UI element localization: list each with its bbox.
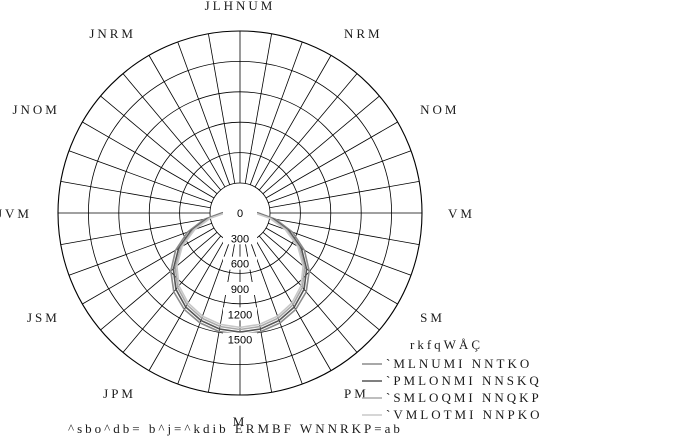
tick-bg [223, 332, 257, 346]
grid-spoke [82, 227, 215, 305]
angle-label: JNRM [89, 26, 136, 41]
angle-label: SM [420, 310, 445, 325]
tick-bg [223, 307, 257, 321]
grid-spoke [265, 121, 398, 199]
radial-tick-label: 1500 [228, 335, 252, 347]
grid-spoke [249, 41, 303, 185]
grid-spoke [68, 150, 212, 204]
legend-item-label: `PMLONMI NNSKQ [386, 373, 542, 388]
radial-tick-label: 300 [231, 233, 249, 245]
radial-tick-labels: 0 300 600 900 1200 1500 [223, 206, 257, 347]
grid-spoke [244, 33, 272, 184]
angle-label: VM [448, 206, 475, 221]
tick-bg [223, 256, 257, 270]
grid-spoke [269, 217, 420, 245]
grid-spoke [100, 95, 218, 195]
grid-spoke [262, 95, 380, 195]
grid-spoke [122, 235, 222, 353]
legend-item-label: `MLNUMI NNTKO [386, 356, 532, 371]
legend-title: rkfqWÅÇ [410, 337, 483, 352]
grid-spoke [268, 150, 412, 204]
grid-spoke [249, 241, 303, 385]
legend: rkfqWÅÇ `MLNUMI NNTKO `PMLONMI NNSKQ `SMLO… [362, 337, 542, 422]
angle-label: JVM [0, 206, 32, 221]
grid-spoke [148, 55, 226, 188]
legend-item-label: `SMLOQMI NNQKP [386, 390, 542, 405]
grid-spoke [258, 235, 358, 353]
grid-spoke [60, 217, 211, 245]
grid-spoke [60, 181, 211, 209]
tick-bg [223, 282, 257, 295]
tick-bg [223, 231, 257, 245]
footer-text: ^sbo^db= b^j=^kdib ERMBF WNNRKP=ab [68, 421, 403, 436]
radial-tick-label: 900 [231, 284, 249, 296]
grid-spoke [82, 121, 215, 199]
grid-spoke [208, 33, 236, 184]
angle-label: PM [344, 386, 369, 401]
angle-label: NRM [344, 26, 383, 41]
tick-bg [223, 206, 257, 219]
legend-item-label: `VMLOTMI NNPKO [386, 407, 542, 422]
angle-label: JPM [103, 386, 136, 401]
grid-spoke [262, 231, 380, 331]
radial-tick-label: 600 [231, 259, 249, 271]
angle-label: JSM [27, 310, 60, 325]
angle-labels: M PM SM VM NOM NRM JLHNUM JNRM JNOM JVM JSM JPM [0, 0, 475, 429]
grid-spoke [177, 241, 231, 385]
angle-label: NOM [420, 102, 459, 117]
angle-label: M [233, 414, 248, 429]
grid-spoke [254, 55, 332, 188]
grid-spoke [100, 231, 218, 331]
radial-tick-label: 0 [237, 208, 243, 220]
grid-spoke [177, 41, 231, 185]
angle-label: JLHNUM [205, 0, 276, 13]
grid-spoke [258, 73, 358, 191]
grid-spoke [265, 227, 398, 305]
angle-label: JNOM [12, 102, 59, 117]
radial-tick-label: 1200 [228, 309, 252, 321]
grid-spoke [122, 73, 222, 191]
grid-spoke [269, 181, 420, 209]
